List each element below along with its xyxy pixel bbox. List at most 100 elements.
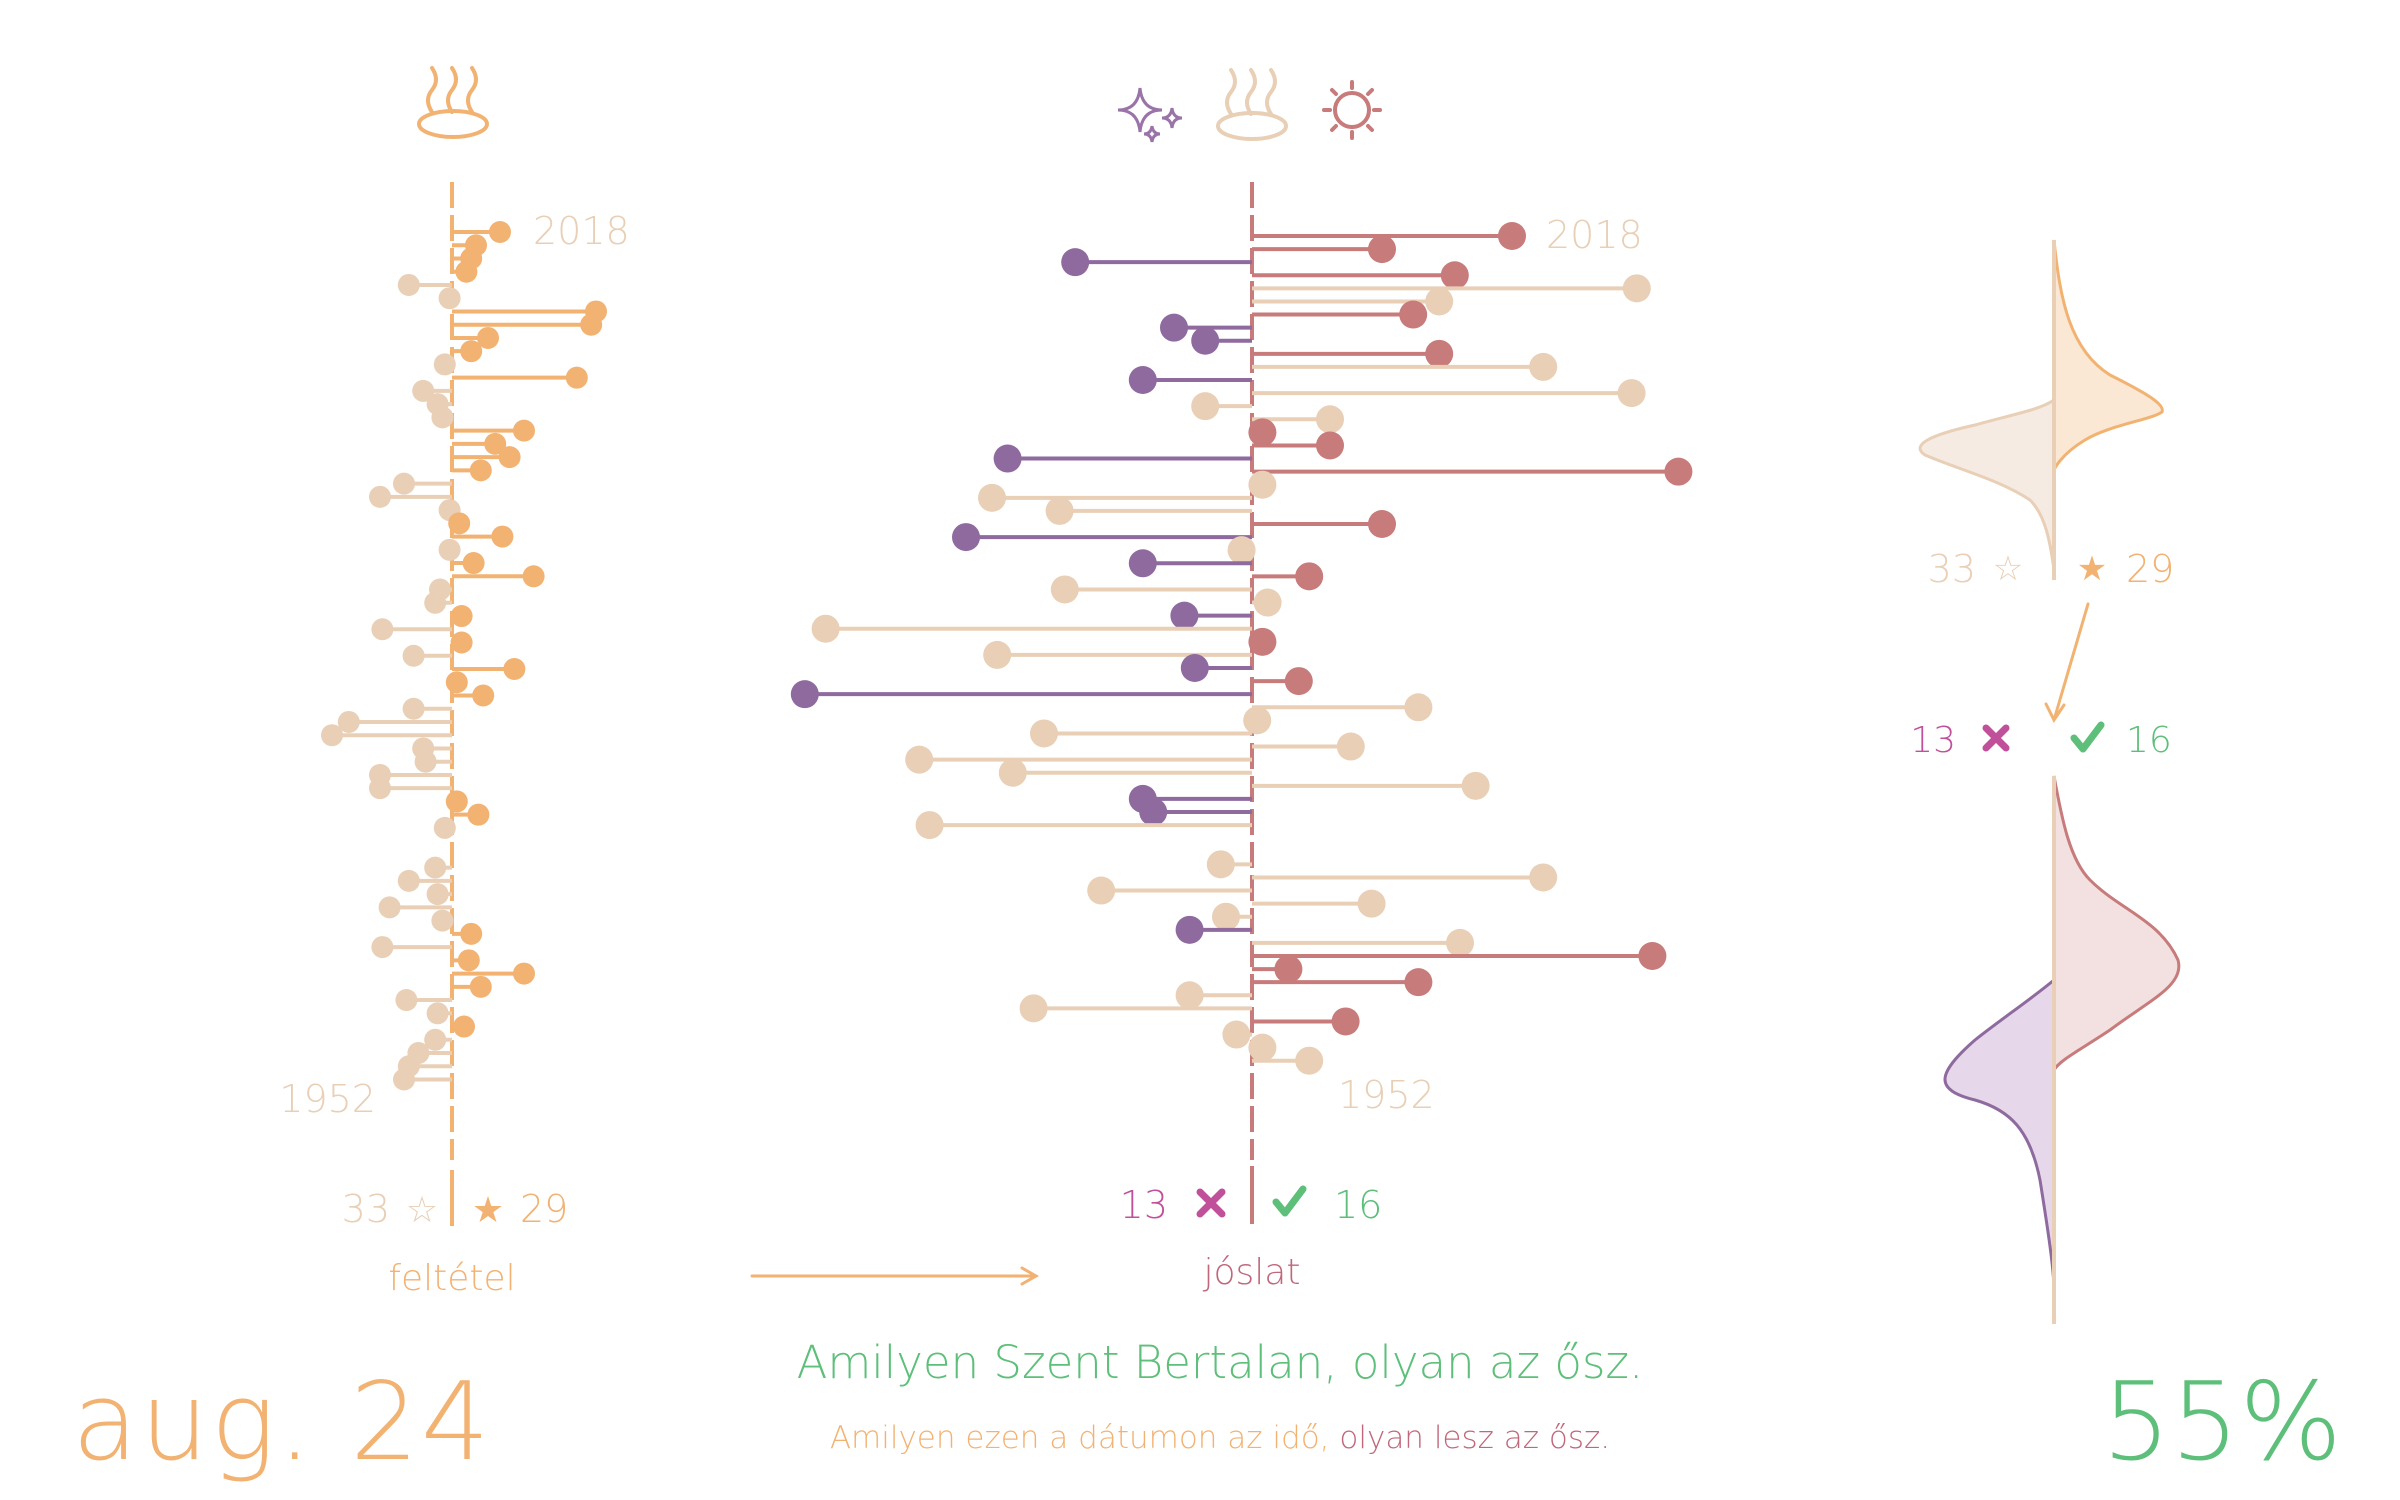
- lollipop-dot: [402, 644, 425, 667]
- lollipop-dot: [1368, 510, 1396, 538]
- lollipop-dot: [1440, 261, 1469, 290]
- lollipop-dot: [426, 883, 449, 906]
- date-label: aug. 24: [72, 1360, 492, 1485]
- lollipop-dot: [905, 745, 934, 774]
- lollipop-dot: [1357, 889, 1386, 918]
- lollipop-dot: [1030, 719, 1058, 748]
- year-bottom-label: 1952: [279, 1077, 376, 1121]
- hot-spring-icon: [417, 66, 489, 139]
- lollipop-dot: [1664, 457, 1693, 486]
- lollipop-dot: [457, 949, 480, 972]
- lollipop-dot: [1399, 300, 1428, 329]
- lollipop-dot: [1617, 379, 1646, 408]
- sun-icon: [1322, 80, 1382, 140]
- lollipop-dot: [1529, 352, 1558, 381]
- forecast-label: jóslat: [1203, 1252, 1301, 1293]
- lollipop-dot: [1253, 588, 1282, 617]
- above-count: 29: [2126, 547, 2174, 591]
- lollipop-dot: [448, 512, 471, 535]
- lollipop-dot: [1622, 274, 1651, 303]
- lollipop-dot: [1175, 915, 1204, 944]
- lollipop-dot: [1019, 994, 1048, 1023]
- lollipop-dot: [1243, 706, 1272, 735]
- lollipop-dot: [1227, 536, 1256, 565]
- lollipop-dot: [978, 483, 1006, 512]
- lollipop-dot: [811, 614, 840, 643]
- lollipop-dot: [469, 975, 492, 998]
- check-icon: [1272, 1185, 1307, 1217]
- lollipop-dot: [453, 1015, 475, 1038]
- lollipop-dot: [1368, 235, 1396, 264]
- lollipop-dot: [467, 803, 490, 826]
- lollipop-dot: [1050, 575, 1079, 604]
- proverb-text: Amilyen Szent Bertalan, olyan az ősz.: [796, 1336, 1644, 1389]
- lollipop-dot: [491, 525, 514, 548]
- lollipop-dot: [1128, 549, 1157, 578]
- lollipop-dot: [983, 640, 1012, 669]
- accuracy-percentage: 55%: [2101, 1360, 2342, 1485]
- lollipop-dot: [1206, 850, 1235, 879]
- lollipop-dot: [369, 485, 391, 508]
- lollipop-dot: [397, 273, 420, 296]
- miss-count: 13: [1910, 720, 1956, 761]
- lollipop-dot: [522, 565, 545, 588]
- lollipop-dot: [1180, 654, 1209, 682]
- lollipop-dot: [1222, 1020, 1251, 1049]
- lollipop-dot: [1316, 431, 1344, 460]
- lollipop-dot: [393, 472, 415, 495]
- lollipop-dot: [1295, 1046, 1324, 1075]
- lollipop-dot: [513, 419, 535, 442]
- lollipop-dot: [1446, 928, 1474, 957]
- lollipop-dot: [438, 538, 461, 561]
- proverb-explanation: Amilyen ezen a dátumon az idő, olyan les…: [0, 1420, 2400, 1456]
- lollipop-dot: [450, 605, 473, 628]
- lollipop-dot: [565, 366, 588, 389]
- arrow-down-icon: [2044, 602, 2090, 723]
- lollipop-dot: [424, 1028, 447, 1051]
- lollipop-dot: [395, 989, 418, 1012]
- lollipop-dot: [1425, 287, 1454, 316]
- lollipop-dot: [1331, 1007, 1360, 1036]
- lollipop-dot: [1404, 693, 1433, 722]
- below-count: 33: [342, 1187, 390, 1231]
- empty-star-icon: ☆: [1993, 549, 2023, 589]
- lollipop-dot: [1175, 981, 1204, 1010]
- lollipop-dot: [393, 1068, 415, 1091]
- below-count: 33: [1928, 547, 1976, 591]
- lollipop-dot: [445, 790, 468, 813]
- lollipop-dot: [424, 856, 447, 879]
- miss-count: 13: [1120, 1183, 1168, 1227]
- lollipop-dot: [1248, 1033, 1277, 1062]
- lollipop-dot: [1170, 601, 1199, 630]
- lollipop-dot: [1191, 326, 1220, 355]
- year-top-label: 2018: [533, 209, 630, 253]
- lollipop-dot: [378, 896, 401, 919]
- miss-icon: [1982, 724, 2010, 752]
- lollipop-dot: [484, 432, 507, 455]
- arrow-right-icon: [750, 1266, 1040, 1286]
- lollipop-dot: [1191, 392, 1220, 421]
- year-top-label: 2018: [1546, 213, 1643, 257]
- hit-count: 16: [1334, 1183, 1382, 1227]
- miss-icon: [1196, 1188, 1226, 1218]
- lollipop-dot: [402, 697, 425, 720]
- lollipop-dot: [431, 406, 454, 429]
- lollipop-dot: [993, 444, 1022, 473]
- lollipop-dot: [1045, 496, 1074, 525]
- lollipop-dot: [450, 631, 473, 654]
- condition-lollipop-chart: [321, 182, 607, 1160]
- hit-count: 16: [2126, 720, 2172, 761]
- lollipop-dot: [1212, 902, 1240, 931]
- forecast-distribution: [1943, 775, 2181, 1324]
- lollipop-dot: [513, 962, 535, 985]
- lollipop-dot: [369, 777, 391, 800]
- check-icon: [2070, 721, 2105, 753]
- lollipop-dot: [445, 671, 468, 694]
- lollipop-dot: [1139, 798, 1168, 826]
- lollipop-dot: [1087, 876, 1116, 905]
- hot-spring-icon: [1216, 68, 1288, 141]
- condition-distribution: [1918, 239, 2164, 580]
- lollipop-dot: [1336, 732, 1365, 761]
- lollipop-dot: [1061, 248, 1090, 277]
